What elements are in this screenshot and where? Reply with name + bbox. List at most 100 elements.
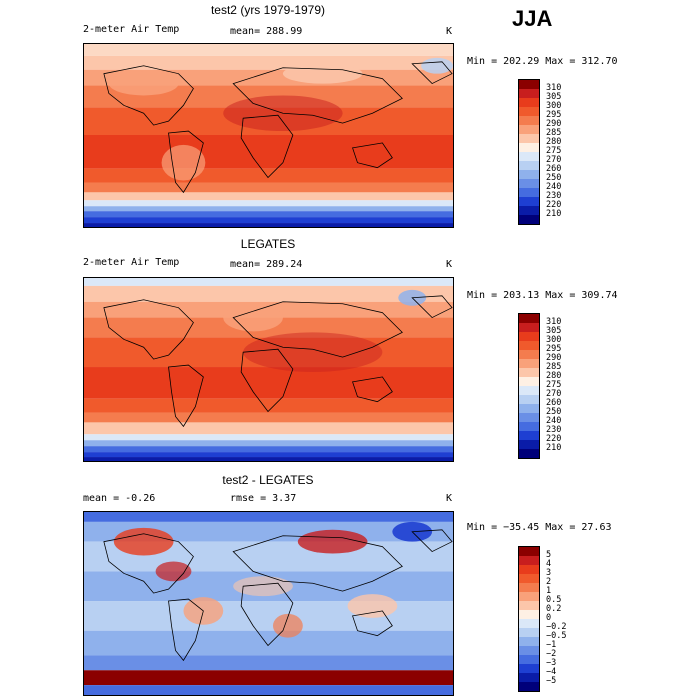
panel1-title: test2 (yrs 1979-1979) (210, 3, 326, 17)
colorbar-swatch (519, 116, 539, 125)
colorbar-tick-label: 220 (546, 200, 562, 210)
colorbar-tick-label: −1 (546, 640, 557, 650)
colorbar-tick-label: 210 (546, 209, 562, 219)
colorbar-swatch (519, 98, 539, 107)
colorbar-tick-label: 310 (546, 83, 562, 93)
colorbar-tick-label: 270 (546, 389, 562, 399)
colorbar-swatch (519, 556, 539, 565)
colorbar-swatch (519, 601, 539, 610)
colorbar-tick-label: 1 (546, 586, 552, 596)
colorbar-swatch (519, 341, 539, 350)
panel1-variable: 2-meter Air Temp (83, 24, 180, 35)
colorbar-tick-label: 5 (546, 550, 552, 560)
colorbar-tick-label: 270 (546, 155, 562, 165)
colorbar-swatch (519, 610, 539, 619)
panel1-mean: mean= 288.99 (230, 26, 303, 37)
colorbar-tick-label: 260 (546, 164, 562, 174)
colorbar-swatch (519, 134, 539, 143)
colorbar-tick-label: 305 (546, 92, 562, 102)
colorbar-swatch (519, 574, 539, 583)
colorbar-tick-label: 275 (546, 146, 562, 156)
panel2-colorbar (518, 313, 540, 459)
colorbar-swatch (519, 404, 539, 413)
panel1-colorbar (518, 79, 540, 225)
colorbar-tick-label: 210 (546, 443, 562, 453)
colorbar-tick-label: −4 (546, 667, 557, 677)
colorbar-tick-label: 295 (546, 344, 562, 354)
colorbar-tick-label: 305 (546, 326, 562, 336)
colorbar-swatch (519, 377, 539, 386)
colorbar-swatch (519, 395, 539, 404)
colorbar-swatch (519, 161, 539, 170)
colorbar-tick-label: 310 (546, 317, 562, 327)
panel3-mean: mean = -0.26 (83, 493, 156, 504)
colorbar-tick-label: −0.5 (546, 631, 567, 641)
colorbar-tick-label: −0.2 (546, 622, 567, 632)
colorbar-swatch (519, 89, 539, 98)
colorbar-swatch (519, 314, 539, 323)
colorbar-swatch (519, 413, 539, 422)
colorbar-tick-label: 240 (546, 416, 562, 426)
panel2-title: LEGATES (240, 237, 296, 251)
colorbar-swatch (519, 197, 539, 206)
colorbar-swatch (519, 619, 539, 628)
colorbar-swatch (519, 188, 539, 197)
colorbar-tick-label: 290 (546, 119, 562, 129)
colorbar-swatch (519, 664, 539, 673)
colorbar-tick-label: 0.5 (546, 595, 562, 605)
colorbar-tick-label: 295 (546, 110, 562, 120)
season-label: JJA (512, 6, 553, 31)
colorbar-swatch (519, 143, 539, 152)
colorbar-tick-label: 3 (546, 568, 552, 578)
colorbar-tick-label: 250 (546, 173, 562, 183)
colorbar-tick-label: 4 (546, 559, 552, 569)
colorbar-tick-label: 280 (546, 371, 562, 381)
colorbar-tick-label: 220 (546, 434, 562, 444)
colorbar-swatch (519, 368, 539, 377)
colorbar-tick-label: −3 (546, 658, 557, 668)
colorbar-swatch (519, 170, 539, 179)
colorbar-swatch (519, 125, 539, 134)
colorbar-tick-label: 290 (546, 353, 562, 363)
panel1-map (83, 43, 454, 228)
colorbar-tick-label: 275 (546, 380, 562, 390)
colorbar-tick-label: 300 (546, 335, 562, 345)
colorbar-swatch (519, 682, 539, 691)
colorbar-swatch (519, 422, 539, 431)
panel3-units: K (446, 493, 453, 504)
colorbar-tick-label: 285 (546, 362, 562, 372)
panel3-rmse: rmse = 3.37 (230, 493, 297, 504)
colorbar-swatch (519, 332, 539, 341)
colorbar-tick-label: −2 (546, 649, 557, 659)
colorbar-swatch (519, 628, 539, 637)
colorbar-tick-label: 260 (546, 398, 562, 408)
panel2-minmax: Min = 203.13 Max = 309.74 (467, 290, 618, 301)
colorbar-swatch (519, 431, 539, 440)
colorbar-tick-label: 285 (546, 128, 562, 138)
colorbar-tick-label: 0 (546, 613, 552, 623)
colorbar-swatch (519, 152, 539, 161)
colorbar-swatch (519, 386, 539, 395)
panel2-units: K (446, 259, 453, 270)
colorbar-swatch (519, 107, 539, 116)
colorbar-swatch (519, 673, 539, 682)
panel2-variable: 2-meter Air Temp (83, 257, 180, 268)
colorbar-swatch (519, 592, 539, 601)
colorbar-tick-label: 230 (546, 191, 562, 201)
colorbar-tick-label: 250 (546, 407, 562, 417)
panel2-mean: mean= 289.24 (230, 259, 303, 270)
colorbar-swatch (519, 179, 539, 188)
panel1-units: K (446, 26, 453, 37)
panel3-minmax: Min = −35.45 Max = 27.63 (467, 522, 612, 533)
colorbar-tick-label: 300 (546, 101, 562, 111)
colorbar-tick-label: 280 (546, 137, 562, 147)
colorbar-tick-label: 230 (546, 425, 562, 435)
colorbar-swatch (519, 565, 539, 574)
colorbar-swatch (519, 206, 539, 215)
colorbar-swatch (519, 350, 539, 359)
colorbar-swatch (519, 583, 539, 592)
colorbar-swatch (519, 80, 539, 89)
colorbar-swatch (519, 323, 539, 332)
colorbar-swatch (519, 646, 539, 655)
colorbar-tick-label: 2 (546, 577, 552, 587)
